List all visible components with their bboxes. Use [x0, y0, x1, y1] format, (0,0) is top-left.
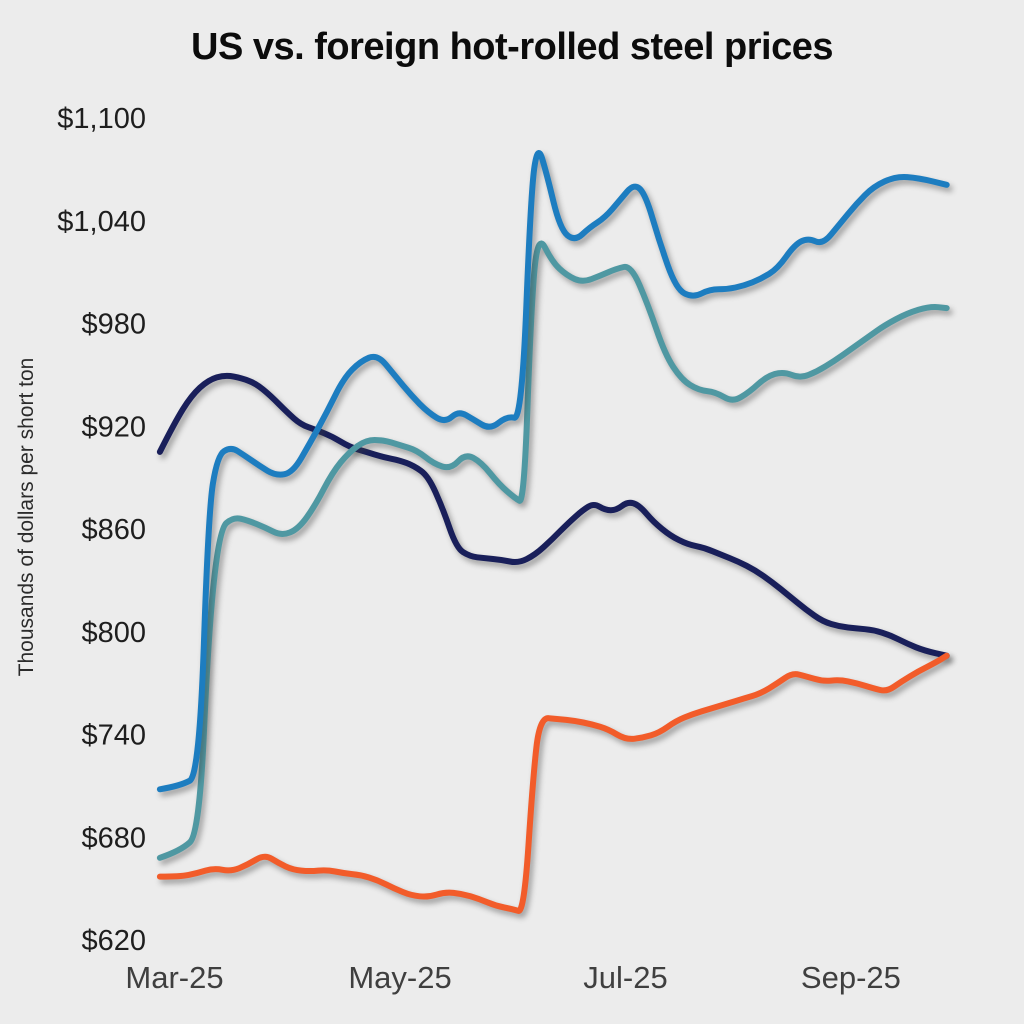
x-tick-label: Jul-25 — [583, 960, 667, 995]
y-tick-label: $680 — [81, 822, 146, 854]
x-tick-label: Mar-25 — [125, 960, 223, 995]
series-line-teal — [156, 240, 950, 861]
y-tick-label: $1,040 — [57, 206, 146, 238]
y-tick-label: $980 — [81, 309, 146, 341]
x-tick-label: May-25 — [348, 960, 451, 995]
series-line-navy — [156, 372, 950, 659]
y-tick-label: $920 — [81, 411, 146, 443]
y-tick-label: $620 — [81, 925, 146, 957]
y-tick-label: $800 — [81, 617, 146, 649]
x-tick-label: Sep-25 — [801, 960, 901, 995]
y-tick-label: $860 — [81, 514, 146, 546]
series-line-orange — [156, 652, 950, 914]
chart-title: US vs. foreign hot-rolled steel prices — [191, 26, 833, 68]
series-line-blue — [156, 149, 950, 793]
y-tick-label: $740 — [81, 720, 146, 752]
y-tick-label: $1,100 — [57, 103, 146, 135]
